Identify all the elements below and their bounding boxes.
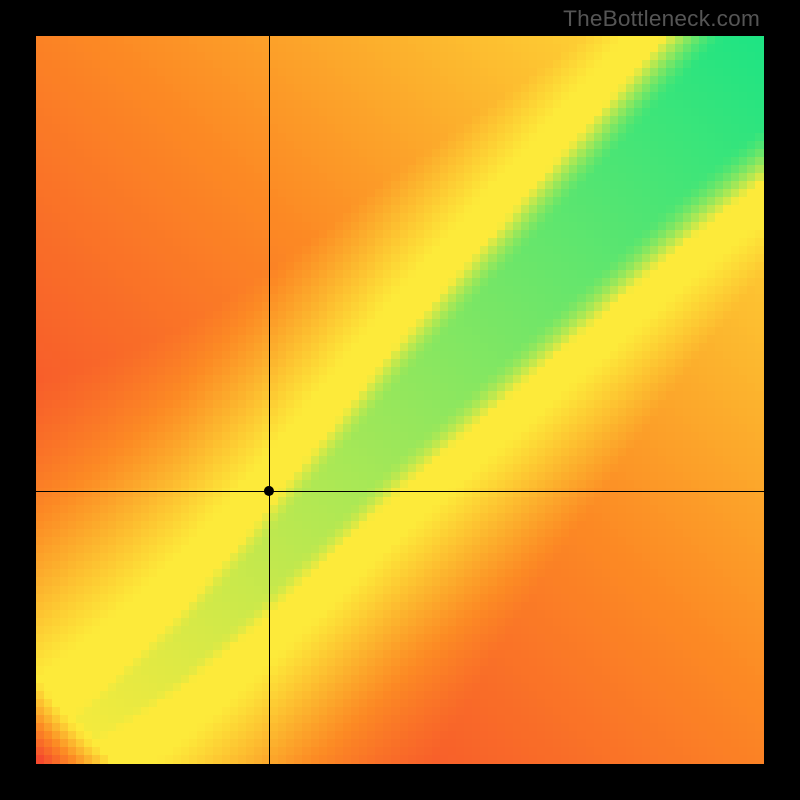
chart-frame: TheBottleneck.com [0,0,800,800]
watermark-text: TheBottleneck.com [563,6,760,32]
heatmap-canvas [36,36,764,764]
heatmap-plot [36,36,764,764]
